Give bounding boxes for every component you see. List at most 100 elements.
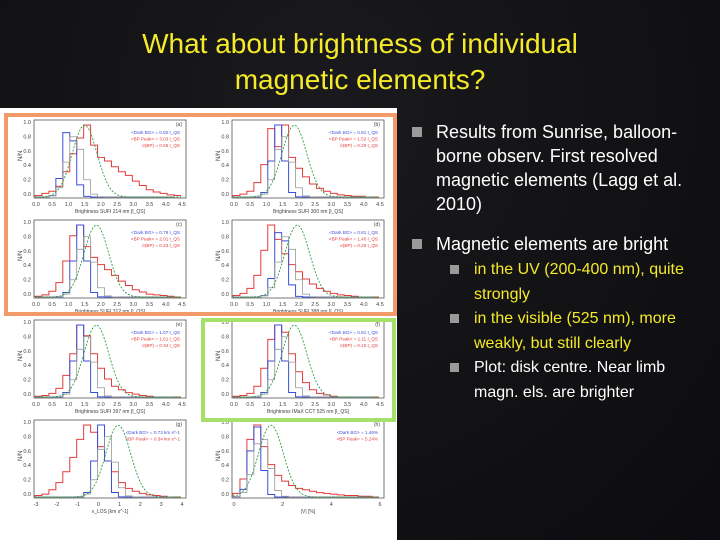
y-tick-label: 0.2 — [23, 378, 31, 384]
x-tick-label: 1.0 — [263, 302, 271, 308]
red-histogram — [34, 224, 181, 298]
y-tick-label: 0.0 — [221, 392, 229, 398]
y-tick-label: 0.0 — [221, 492, 229, 498]
x-tick-label: 1.0 — [263, 202, 271, 208]
x-tick-label: 1.5 — [279, 202, 287, 208]
y-axis-label: N/N — [216, 351, 222, 361]
y-tick-label: 0.2 — [23, 278, 31, 284]
y-tick-label: 0.0 — [23, 392, 31, 398]
square-bullet-icon — [412, 127, 422, 137]
x-tick-label: 0.5 — [246, 202, 254, 208]
sub-bullet-text: in the UV (200-400 nm), quite strongly — [474, 261, 684, 303]
legend-entry: σ(BP) = 0.10 I_QS — [340, 343, 378, 348]
x-tick-label: 2.0 — [295, 202, 303, 208]
x-tick-label: 4 — [330, 502, 333, 508]
gray-histogram — [233, 236, 373, 298]
gaussian-fit-curve — [34, 124, 181, 198]
panel-label: (g) — [176, 422, 182, 428]
y-axis-label: N/N — [216, 451, 222, 461]
y-tick-label: 0.6 — [221, 449, 229, 455]
panel-frame — [33, 319, 187, 399]
x-tick-label: 3.0 — [328, 302, 336, 308]
y-tick-label: 0.2 — [221, 178, 229, 184]
sub-bullet-item: in the visible (525 nm), more weakly, bu… — [450, 307, 712, 356]
x-axis-label: Brightness IMaX CCT 525 nm [I_QS] — [267, 409, 349, 415]
x-tick-label: 2.5 — [311, 402, 319, 408]
x-tick-label: 4.0 — [162, 202, 170, 208]
panel-label: (c) — [176, 222, 182, 228]
x-tick-label: 3.5 — [344, 302, 352, 308]
bullet-item: Results from Sunrise, balloon-borne obse… — [412, 120, 712, 216]
legend-entry: <BP Peak> = 1.11 I_QS — [329, 337, 378, 342]
x-tick-label: 1.5 — [81, 402, 89, 408]
bullet-item: Magnetic elements are bright in the UV (… — [412, 232, 712, 405]
y-tick-label: 0.4 — [221, 163, 229, 169]
gray-histogram — [35, 436, 175, 498]
histogram-panel: 1.0 0.8 0.6 0.4 0.2 0.0 N/N 0.0 0.5 1.0 1.5 2.0 2.5 3… — [216, 319, 385, 415]
legend-entry: <Dark BG> = 0.81 I_QS — [329, 130, 378, 135]
y-tick-label: 0.0 — [23, 192, 31, 198]
y-axis-label: N/N — [18, 151, 24, 161]
y-tick-label: 0.4 — [23, 163, 31, 169]
x-axis-label: Brightness SUFI 300 nm [I_QS] — [273, 209, 344, 215]
legend-entry: <BP Peak> = 2.01 I_QS — [131, 237, 180, 242]
y-tick-label: 1.0 — [221, 420, 229, 426]
square-bullet-icon — [450, 314, 459, 323]
slide-title-line-2: magnetic elements? — [234, 64, 486, 95]
x-tick-label: 3.5 — [344, 402, 352, 408]
x-tick-label: 0.0 — [32, 402, 40, 408]
x-tick-label: 4.0 — [162, 302, 170, 308]
legend-entry: σ(BP) = 0.65 I_QS — [142, 143, 180, 148]
y-axis-label: N/N — [18, 451, 24, 461]
square-bullet-icon — [412, 239, 422, 249]
y-tick-label: 0.6 — [221, 249, 229, 255]
y-tick-label: 0.4 — [23, 363, 31, 369]
x-tick-label: 3 — [160, 502, 163, 508]
y-tick-label: 0.6 — [23, 249, 31, 255]
x-tick-label: 1.5 — [81, 302, 89, 308]
gray-histogram — [233, 136, 373, 198]
histogram-panel: 1.0 0.8 0.6 0.4 0.2 0.0 N/N 0.0 0.5 1.0 1.5 2.0 2.5 3… — [18, 219, 187, 315]
x-tick-label: 3.5 — [146, 302, 154, 308]
x-tick-label: 3.0 — [328, 202, 336, 208]
x-tick-label: 2.0 — [97, 302, 105, 308]
x-tick-label: 1.0 — [65, 302, 73, 308]
y-tick-label: 1.0 — [23, 220, 31, 226]
x-tick-label: 3.0 — [130, 202, 138, 208]
legend-entry: <Dark BG> = 0.81 I_QS — [329, 230, 378, 235]
x-tick-label: 0.5 — [246, 302, 254, 308]
red-histogram — [34, 324, 181, 398]
panel-frame — [33, 419, 187, 499]
y-axis-label: N/N — [216, 151, 222, 161]
x-tick-label: 4 — [180, 502, 183, 508]
y-tick-label: 0.0 — [23, 492, 31, 498]
y-tick-label: 0.6 — [221, 349, 229, 355]
y-tick-label: 0.6 — [23, 149, 31, 155]
y-axis-label: N/N — [18, 351, 24, 361]
x-tick-label: 0 — [97, 502, 100, 508]
sub-bullet-item: Plot: disk centre. Near limb magn. els. … — [450, 356, 712, 405]
gaussian-fit-curve — [232, 124, 379, 198]
x-tick-label: -2 — [54, 502, 59, 508]
x-tick-label: 4.0 — [162, 402, 170, 408]
histogram-panels: 1.0 0.8 0.6 0.4 0.2 0.0 N/N 0.0 0.5 1.0 1.5 2.0 2.5 3… — [18, 119, 385, 515]
legend-entry: σ(BP) = 0.25 I_QS — [340, 243, 378, 248]
gray-histogram — [233, 336, 373, 398]
gaussian-fit-curve — [35, 424, 182, 498]
y-tick-label: 0.2 — [23, 478, 31, 484]
bullet-list: Results from Sunrise, balloon-borne obse… — [412, 120, 712, 405]
legend-entry: σ(BP) = 0.23 I_QS — [142, 243, 180, 248]
slide-title-line-1: What about brightness of individual — [142, 28, 578, 59]
x-tick-label: 2.5 — [311, 202, 319, 208]
y-tick-label: 0.4 — [23, 263, 31, 269]
y-axis-label: N/N — [18, 251, 24, 261]
y-tick-label: 0.6 — [221, 149, 229, 155]
legend-entry: <BP Peak> = 0.34 km s^-1 — [125, 437, 180, 442]
slide-title: What about brightness of individual magn… — [40, 26, 680, 98]
x-tick-label: 0.5 — [48, 402, 56, 408]
legend-entry: <BP Peak> = 1.40 I_QS — [329, 237, 378, 242]
gaussian-fit-curve — [34, 224, 181, 298]
y-tick-label: 0.4 — [221, 363, 229, 369]
y-tick-label: 1.0 — [221, 220, 229, 226]
panel-frame — [33, 119, 187, 199]
